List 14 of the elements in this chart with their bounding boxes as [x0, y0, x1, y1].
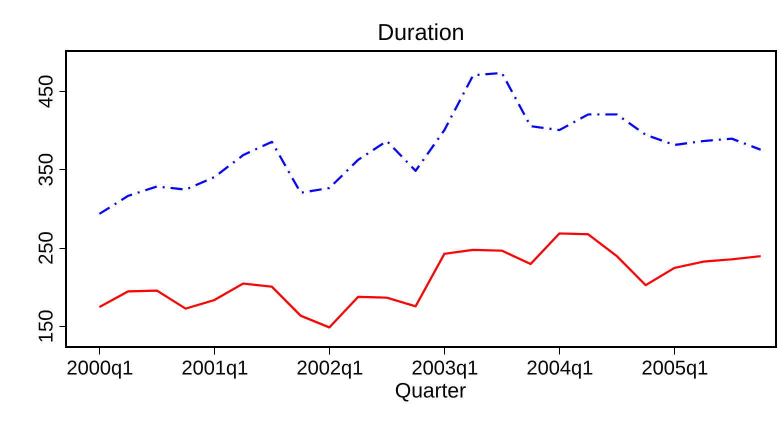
chart-title: Duration — [378, 19, 464, 45]
x-tick-label: 2005q1 — [642, 358, 708, 380]
x-tick-label: 2004q1 — [526, 358, 594, 380]
y-tick-label: 250 — [36, 231, 58, 265]
x-axis-title: Quarter — [394, 380, 466, 402]
x-tick-label: 2002q1 — [296, 358, 364, 380]
x-tick-label: 2003q1 — [412, 358, 478, 380]
y-tick-label: 450 — [36, 74, 58, 108]
y-tick-label: 150 — [36, 310, 58, 344]
line-series — [98, 232, 762, 329]
x-tick-label: 2000q1 — [66, 358, 134, 380]
y-tick-label: 350 — [36, 153, 58, 186]
line-series — [98, 72, 762, 215]
x-tick-label: 2001q1 — [182, 358, 248, 380]
